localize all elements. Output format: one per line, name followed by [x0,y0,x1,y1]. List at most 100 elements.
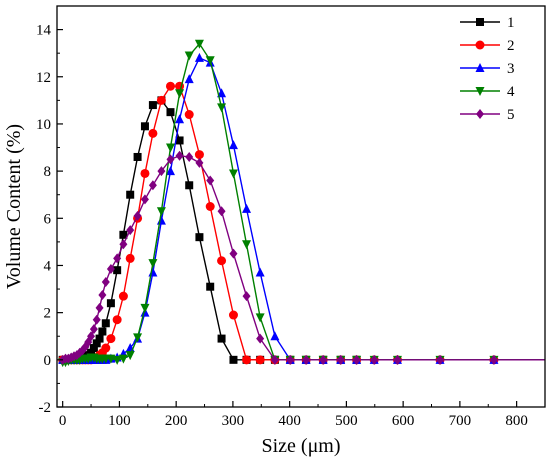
data-point [101,343,111,353]
series-5 [58,150,545,365]
data-point [95,302,104,313]
data-point [217,88,227,98]
data-point [352,354,361,365]
data-point [217,206,226,217]
data-point [133,210,142,221]
data-point [165,143,175,153]
data-point [228,169,238,179]
x-tick-label: 700 [449,413,472,429]
data-point [92,339,101,348]
data-point [195,233,204,242]
data-point [106,334,116,344]
data-point [194,52,204,62]
y-tick-label: -2 [39,400,52,416]
data-point [140,168,150,178]
data-point [255,355,265,365]
legend-label: 4 [507,84,515,100]
legend-marker [475,87,485,96]
legend-marker [476,18,484,26]
data-point [148,180,157,191]
data-point [148,128,158,138]
series-3 [58,52,545,364]
data-point [184,51,194,61]
data-point [92,314,101,325]
data-point [194,39,204,49]
data-point [157,166,166,177]
y-tick-label: 2 [44,306,52,322]
legend-label: 5 [507,107,515,123]
data-point [242,291,251,302]
data-point [436,354,445,365]
data-point [148,259,158,269]
x-tick-label: 200 [165,413,188,429]
data-point [89,344,98,353]
data-point [98,327,107,336]
data-point [118,354,128,364]
data-point [175,136,184,145]
data-point [206,282,215,291]
legend-marker [475,40,485,50]
data-point [133,152,142,161]
legend-label: 3 [507,61,515,77]
data-point [256,333,265,344]
y-tick-label: 4 [44,258,52,274]
data-point [106,264,115,275]
data-point [156,95,166,105]
data-point [185,151,194,162]
data-point [286,354,295,365]
data-point [125,351,135,361]
data-point [205,56,215,66]
data-point [148,101,157,110]
data-point [118,291,128,301]
data-point [229,355,238,364]
x-tick-label: 500 [335,413,358,429]
plot-frame [56,5,546,408]
data-point [175,89,185,99]
data-point [119,230,128,239]
data-point [95,334,104,343]
data-point [242,240,252,250]
data-point [106,354,116,364]
y-tick-label: 14 [36,23,52,39]
data-point [133,333,143,343]
series-4-line [62,42,494,363]
series-2 [58,81,545,365]
data-point [113,266,122,275]
data-point [489,354,498,365]
data-point [126,225,135,236]
data-point [119,239,128,250]
data-point [255,267,265,277]
x-tick-label: 800 [505,413,528,429]
series-4 [58,39,545,368]
x-tick-label: 300 [222,413,245,429]
data-point [166,154,175,165]
data-point [101,276,110,287]
data-point [113,253,122,264]
x-tick-label: 100 [108,413,131,429]
y-tick-label: 12 [36,70,51,86]
legend: 1 2 3 4 5 [460,15,515,123]
data-point [140,122,149,131]
series-2-line [62,85,494,361]
data-point [393,354,402,365]
data-point [89,324,98,335]
data-point [255,313,265,323]
data-point [194,150,204,160]
data-point [242,203,252,213]
data-point [302,354,311,365]
x-tick-label: 600 [392,413,415,429]
data-point [101,319,110,328]
x-tick-label: 0 [59,413,67,429]
plot-layer [58,39,545,368]
data-point [184,74,194,84]
data-point [112,355,122,365]
y-tick-label: 6 [44,211,52,227]
x-tick-label: 400 [278,413,301,429]
data-point [242,355,252,365]
data-point [126,190,135,199]
data-point [125,253,135,263]
data-point [217,334,226,343]
data-point [206,175,215,186]
